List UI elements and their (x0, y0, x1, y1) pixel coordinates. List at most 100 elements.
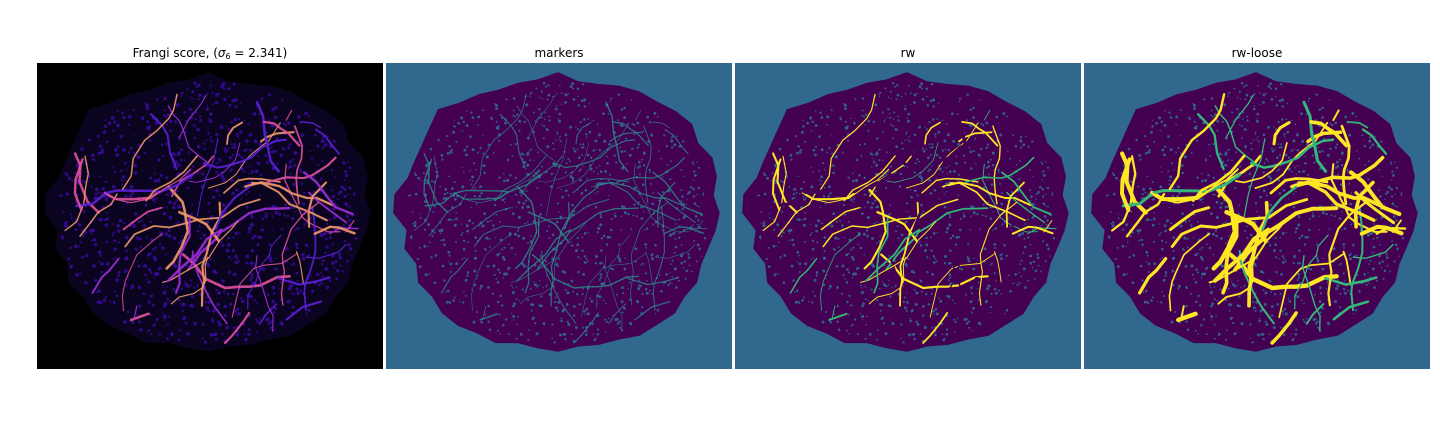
vessel-segment (1340, 124, 1351, 206)
panel-image-rw-loose (1084, 63, 1430, 369)
vessel-segment (633, 163, 690, 233)
vessel-segment (843, 155, 896, 202)
vessel-segment (73, 158, 84, 212)
vessel-segment (482, 305, 487, 320)
vessel-segment (314, 128, 341, 155)
vessel-segment (226, 121, 244, 145)
vessel-segment (1191, 154, 1246, 202)
tissue-region (393, 72, 720, 352)
vessel-segment (630, 202, 668, 306)
vessel-segment (441, 258, 469, 294)
vessel-segment (1353, 180, 1375, 229)
vessel-structures (413, 93, 708, 344)
vessel-segment (952, 255, 972, 332)
vessel-segment (604, 255, 623, 332)
vessel-segment (250, 181, 328, 222)
vessel-segment (223, 177, 281, 194)
vessel-segment (1043, 219, 1053, 233)
vessel-segment (552, 139, 636, 169)
vessel-segment (1110, 155, 1137, 232)
vessel-segment (121, 93, 178, 190)
vessel-segment (822, 198, 959, 248)
vessel-segment (664, 128, 689, 155)
panel-title-rw-loose: rw-loose (1231, 46, 1283, 60)
vessel-segment (284, 163, 341, 233)
vessel-segment (166, 228, 223, 282)
vessel-segment (294, 125, 304, 205)
vessel-segment (1352, 243, 1394, 260)
vessel-segment (1168, 232, 1211, 312)
vessel-segment (1180, 305, 1185, 320)
vessel-segment (596, 234, 631, 310)
vessel-segment (1003, 243, 1045, 260)
vessel-segment (860, 221, 937, 283)
title-subscript: 6 (225, 52, 231, 61)
vessel-segment (170, 256, 209, 305)
vessel-segment (868, 256, 907, 305)
vessel-segment (1294, 234, 1329, 310)
vessel-segment (1125, 192, 1166, 238)
vessel-segment (762, 155, 787, 232)
vessel-segment (302, 171, 354, 216)
vessel-segment (777, 193, 816, 237)
vessel-segment (608, 303, 626, 325)
vessel-segment (499, 113, 527, 170)
vessel-segment (1391, 219, 1402, 233)
vessel-segment (863, 185, 887, 270)
vessel-segment (1269, 177, 1329, 195)
vessel-structures (762, 93, 1057, 344)
vessel-segment (924, 121, 941, 145)
vessel-segment (541, 250, 577, 324)
vessel-segment (978, 202, 1017, 306)
vessel-structures (1110, 93, 1407, 345)
vessel-segment (961, 120, 999, 147)
vessel-segment (1305, 302, 1325, 325)
vessel-segment (564, 186, 599, 230)
vessel-segment (473, 199, 610, 247)
vessel-segment (605, 101, 629, 173)
vessel-segment (174, 217, 191, 294)
vessel-segment (1005, 181, 1025, 228)
vessel-segment (1120, 151, 1148, 215)
vessel-segment (1006, 191, 1046, 224)
vessel-segment (847, 112, 876, 171)
vessel-segment (1137, 256, 1168, 295)
vessel-segment (64, 155, 89, 232)
vessel-segment (635, 301, 671, 320)
panel-image-frangi (37, 63, 383, 369)
vessel-segment (1214, 105, 1255, 163)
title-suffix: = 2.341) (230, 46, 288, 60)
vessel-segment (531, 253, 640, 289)
vessel-segment (580, 253, 647, 318)
vessel-segment (299, 121, 322, 129)
vessel-segment (511, 221, 587, 283)
vessel-segment (575, 122, 592, 145)
vessel-segment (255, 100, 280, 173)
vessel-segment (1170, 198, 1309, 248)
vessel-segment (1120, 157, 1132, 213)
vessel-segment (1012, 128, 1039, 156)
vessel-segment (186, 206, 291, 271)
vessel-segment (1348, 170, 1402, 217)
vessel-segment (974, 276, 1029, 287)
vessel-segment (983, 300, 1021, 321)
vessel-segment (652, 206, 665, 311)
vessel-segment (1001, 205, 1015, 312)
vessel-segment (124, 198, 261, 248)
vessel-segment (167, 105, 208, 163)
vessel-segment (992, 125, 1001, 205)
vessel-segment (1324, 276, 1378, 286)
vessel-structures (64, 93, 359, 345)
vessel-segment (188, 142, 241, 183)
vessel-segment (516, 105, 557, 163)
vessel-segment (191, 250, 228, 325)
vessel-segment (1225, 94, 1255, 139)
vessel-segment (1302, 100, 1328, 173)
vessel-segment (1301, 255, 1321, 332)
vessel-segment (471, 207, 511, 230)
vessel-segment (303, 205, 317, 311)
vessel-segment (133, 305, 138, 320)
vessel-segment (545, 138, 568, 217)
vessel-segment (994, 251, 1002, 285)
vessel-segment (295, 251, 305, 286)
